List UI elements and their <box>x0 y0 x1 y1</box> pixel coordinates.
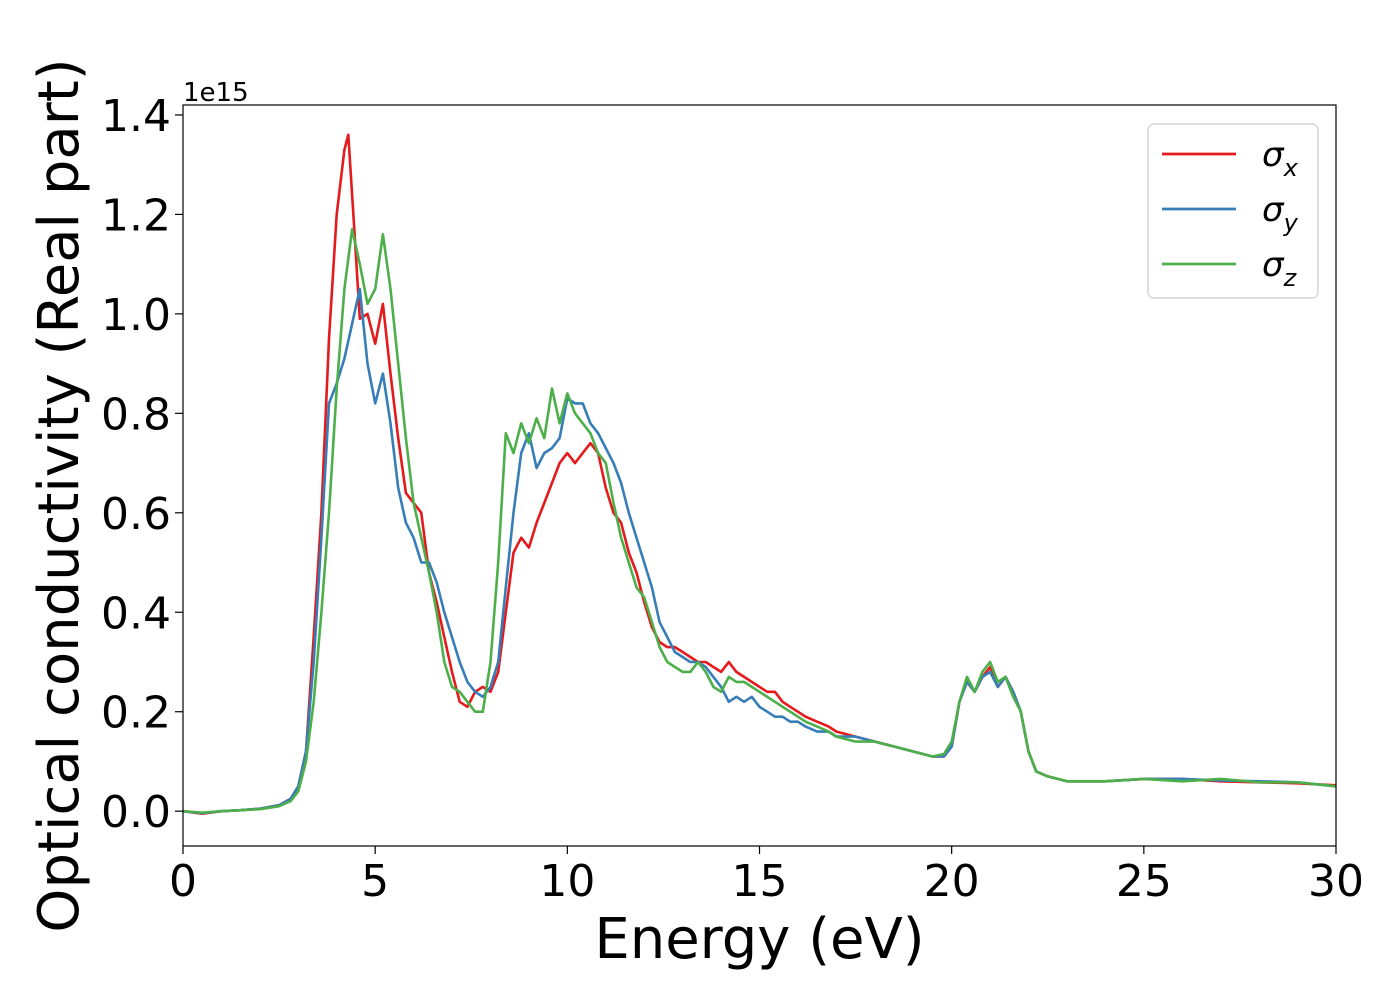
series-lines <box>183 133 1336 816</box>
y-tick-label: 0.0 <box>101 787 171 838</box>
y-tick-label: 1.0 <box>101 290 171 341</box>
y-tick-label: 0.6 <box>101 489 171 540</box>
x-tick-label: 5 <box>361 856 389 907</box>
legend-box <box>1147 123 1319 299</box>
y-tick-label: 1.2 <box>101 190 171 241</box>
y-axis-ticks: 0.0 0.2 0.4 0.6 0.8 1.0 1.2 1.4 <box>101 91 183 838</box>
y-tick-label: 0.2 <box>101 688 171 739</box>
x-tick-label: 15 <box>732 856 788 907</box>
y-tick-label: 1.4 <box>101 91 171 142</box>
legend: σx σy σz <box>1147 123 1319 299</box>
x-tick-label: 0 <box>169 856 197 907</box>
y-axis-label: Optical conductivity (Real part) <box>27 58 92 932</box>
x-tick-label: 20 <box>924 856 980 907</box>
x-tick-label: 30 <box>1308 856 1364 907</box>
series-line-z <box>183 228 1336 815</box>
x-tick-label: 10 <box>539 856 595 907</box>
legend-label-y: σy <box>1262 190 1299 237</box>
legend-label-z: σz <box>1262 245 1298 292</box>
x-axis-ticks: 0 5 10 15 20 25 30 <box>169 846 1364 907</box>
x-tick-label: 25 <box>1116 856 1172 907</box>
x-axis-label: Energy (eV) <box>594 907 924 972</box>
y-axis-offset-label: 1e15 <box>183 78 249 108</box>
y-tick-label: 0.4 <box>101 588 171 639</box>
y-tick-label: 0.8 <box>101 389 171 440</box>
legend-label-x: σx <box>1262 135 1299 182</box>
